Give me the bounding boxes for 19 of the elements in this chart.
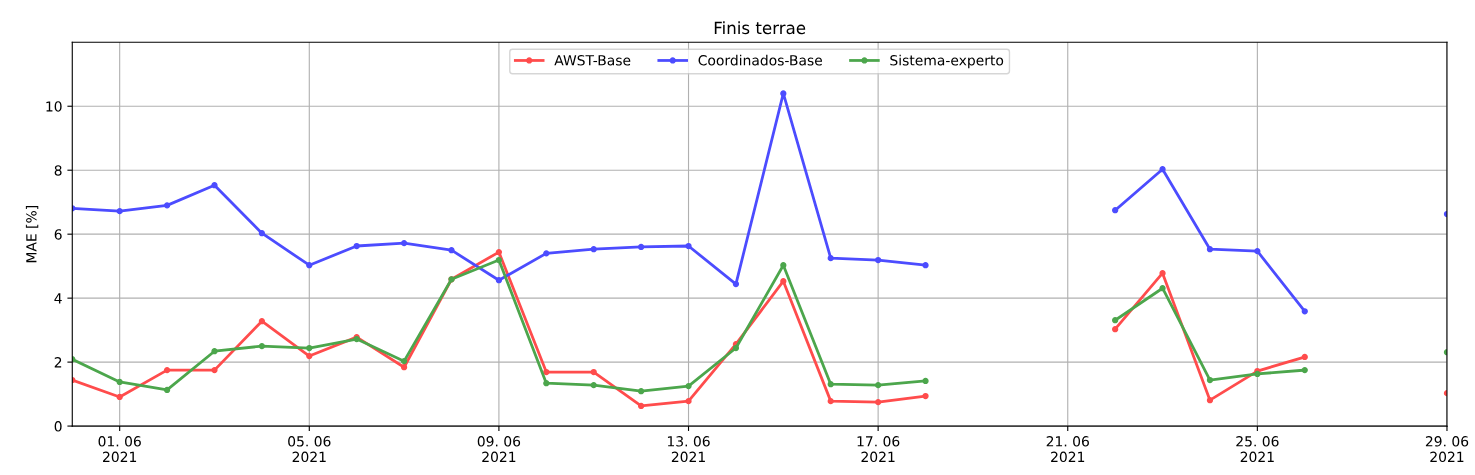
y-axis-title: MAE [%]: [25, 206, 39, 263]
legend-label: Coordinados-Base: [698, 54, 823, 66]
y-tick-label: 6: [54, 229, 62, 240]
chart-title: Finis terrae: [714, 21, 806, 35]
x-tick-label: 13. 06 2021: [667, 436, 710, 463]
y-tick-label: 10: [46, 101, 62, 112]
x-tick-label: 29. 06 2021: [1425, 436, 1469, 463]
y-tick-label: 0: [54, 421, 62, 432]
y-tick-label: 4: [54, 293, 62, 304]
legend-label: Sistema-experto: [890, 54, 1004, 69]
x-tick-label: 09. 06 2021: [477, 436, 521, 463]
legend-label: AWST-Base: [554, 55, 631, 66]
x-tick-label: 17. 06 2021: [857, 436, 900, 463]
x-tick-label: 01. 06 2021: [98, 436, 141, 463]
x-tick-label: 25. 06 2021: [1236, 436, 1279, 463]
x-tick-label: 21. 06 2021: [1046, 436, 1089, 463]
x-tick-label: 05. 06 2021: [288, 436, 331, 463]
y-tick-label: 8: [54, 165, 62, 176]
y-tick-label: 2: [54, 357, 62, 368]
